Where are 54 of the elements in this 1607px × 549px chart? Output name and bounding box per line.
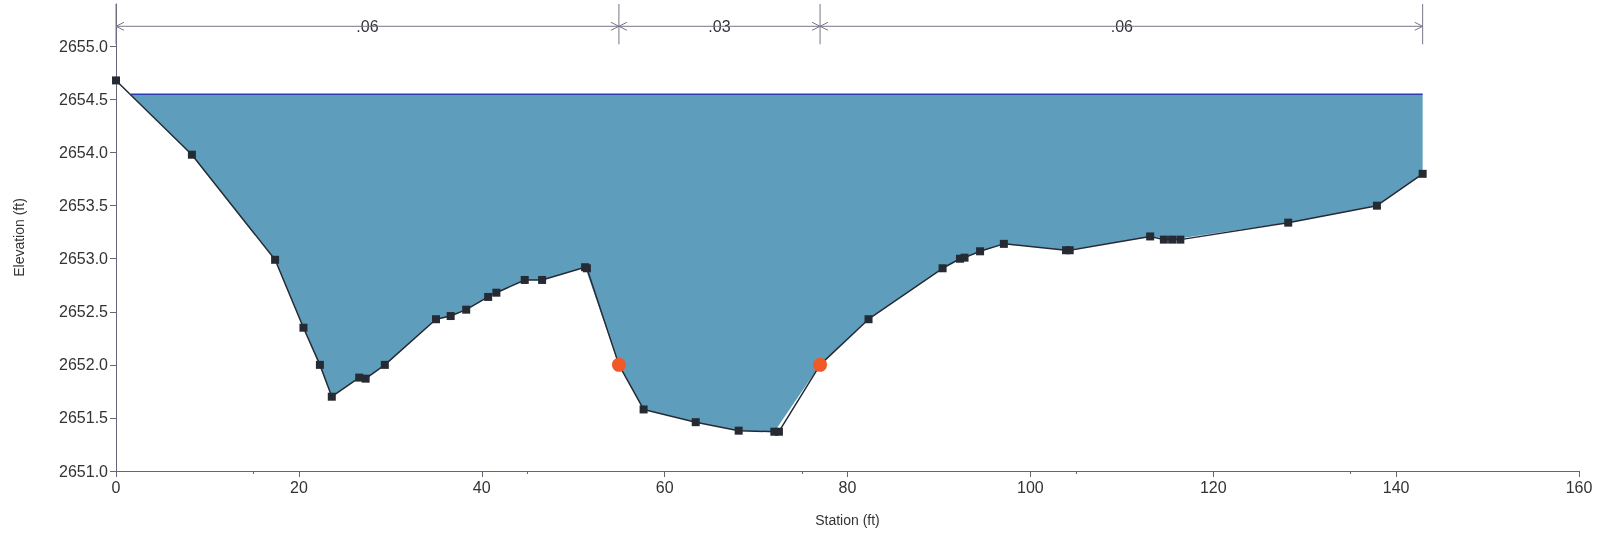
annotation: .03 [708, 17, 731, 35]
point [187, 150, 196, 159]
point [492, 288, 501, 297]
y-tick-label: 2652.0 [59, 356, 109, 374]
point [1168, 235, 1177, 244]
y-tick-label: 2654.0 [59, 144, 109, 162]
annotation: .06 [356, 17, 379, 35]
point [734, 426, 743, 435]
point [380, 360, 389, 369]
point [999, 239, 1008, 248]
point [361, 374, 370, 383]
y-axis-title: Elevation (ft) [11, 198, 27, 277]
x-tick-label: 20 [289, 478, 308, 496]
point [864, 315, 873, 324]
y-tick-label: 2653.5 [59, 197, 109, 215]
point [112, 76, 120, 85]
annotation: .06 [1110, 17, 1134, 35]
point [299, 323, 308, 332]
point [520, 275, 529, 284]
point [774, 427, 783, 436]
point [1284, 218, 1293, 227]
point [1372, 201, 1381, 210]
y-tick-label: 2655.0 [59, 37, 109, 55]
point [462, 305, 471, 314]
x-tick-label: 40 [472, 478, 491, 496]
point [1176, 235, 1185, 244]
point [538, 275, 547, 284]
point [484, 292, 493, 301]
point [271, 255, 280, 264]
y-tick-label: 2651.5 [59, 409, 109, 427]
point [960, 253, 969, 262]
x-tick-label: 100 [1017, 478, 1044, 496]
x-tick-label: 160 [1565, 478, 1593, 496]
x-tick-label: 120 [1199, 478, 1227, 496]
x-tick-label: 60 [655, 478, 674, 496]
x-axis-title: Station (ft) [815, 512, 880, 528]
point [327, 392, 336, 401]
point [639, 405, 648, 414]
point [446, 312, 455, 321]
point [1146, 232, 1155, 241]
y-tick-label: 2652.5 [59, 303, 109, 321]
y-tick-label: 2653.0 [59, 250, 109, 268]
point [1159, 235, 1168, 244]
x-tick-label: 0 [111, 478, 121, 496]
y-tick-label: 2654.5 [59, 91, 109, 109]
x-tick-label: 80 [838, 478, 857, 496]
x-tick-label: 140 [1382, 478, 1410, 496]
point [938, 264, 947, 273]
y-tick-label: 2651.0 [59, 462, 109, 480]
point [691, 418, 700, 427]
point [315, 360, 324, 369]
point [1418, 169, 1427, 178]
point [432, 315, 441, 324]
point [976, 247, 985, 256]
